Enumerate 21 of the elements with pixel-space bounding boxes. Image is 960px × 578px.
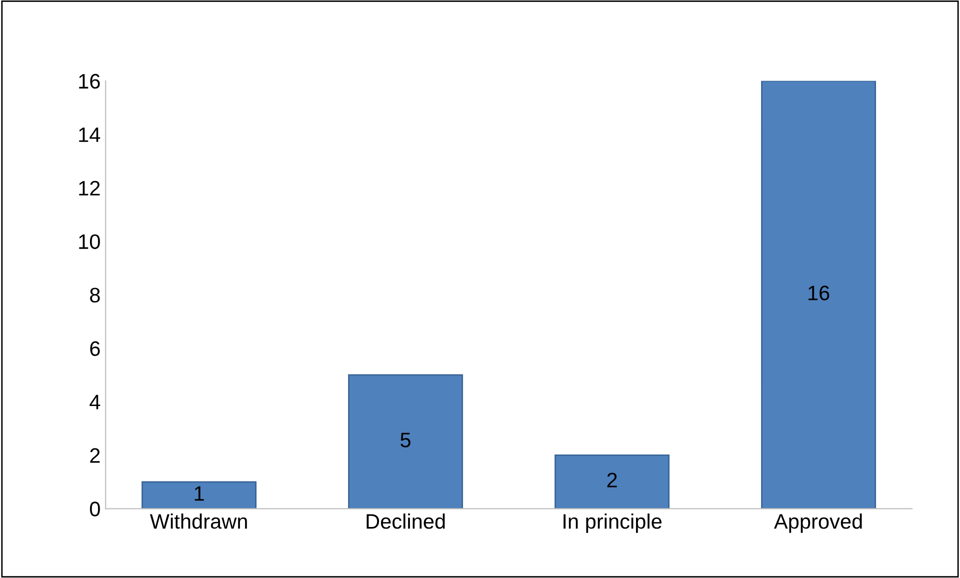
y-tick-label: 0	[90, 502, 100, 516]
y-tick-label: 8	[90, 288, 100, 303]
bar	[761, 80, 876, 509]
y-tick-label: 12	[79, 180, 100, 196]
y-tick-label: 4	[90, 394, 100, 410]
y-tick-label: 10	[79, 234, 100, 250]
y-tick-label: 14	[79, 128, 100, 142]
data-label: 5	[400, 432, 410, 448]
x-tick-label: Declined	[366, 514, 445, 529]
bar	[554, 454, 670, 509]
x-tick-label: In principle	[564, 514, 662, 533]
y-tick-label: 2	[90, 448, 100, 463]
bar	[348, 374, 464, 509]
data-label: 1	[194, 486, 204, 501]
bar	[142, 481, 257, 509]
data-label: 2	[607, 472, 617, 488]
x-tick-label: Approved	[774, 514, 862, 533]
x-tick-label: Withdrawn	[150, 514, 247, 529]
y-tick-label: 6	[90, 341, 100, 356]
y-tick-label: 16	[79, 74, 100, 89]
data-label: 16	[808, 286, 830, 300]
